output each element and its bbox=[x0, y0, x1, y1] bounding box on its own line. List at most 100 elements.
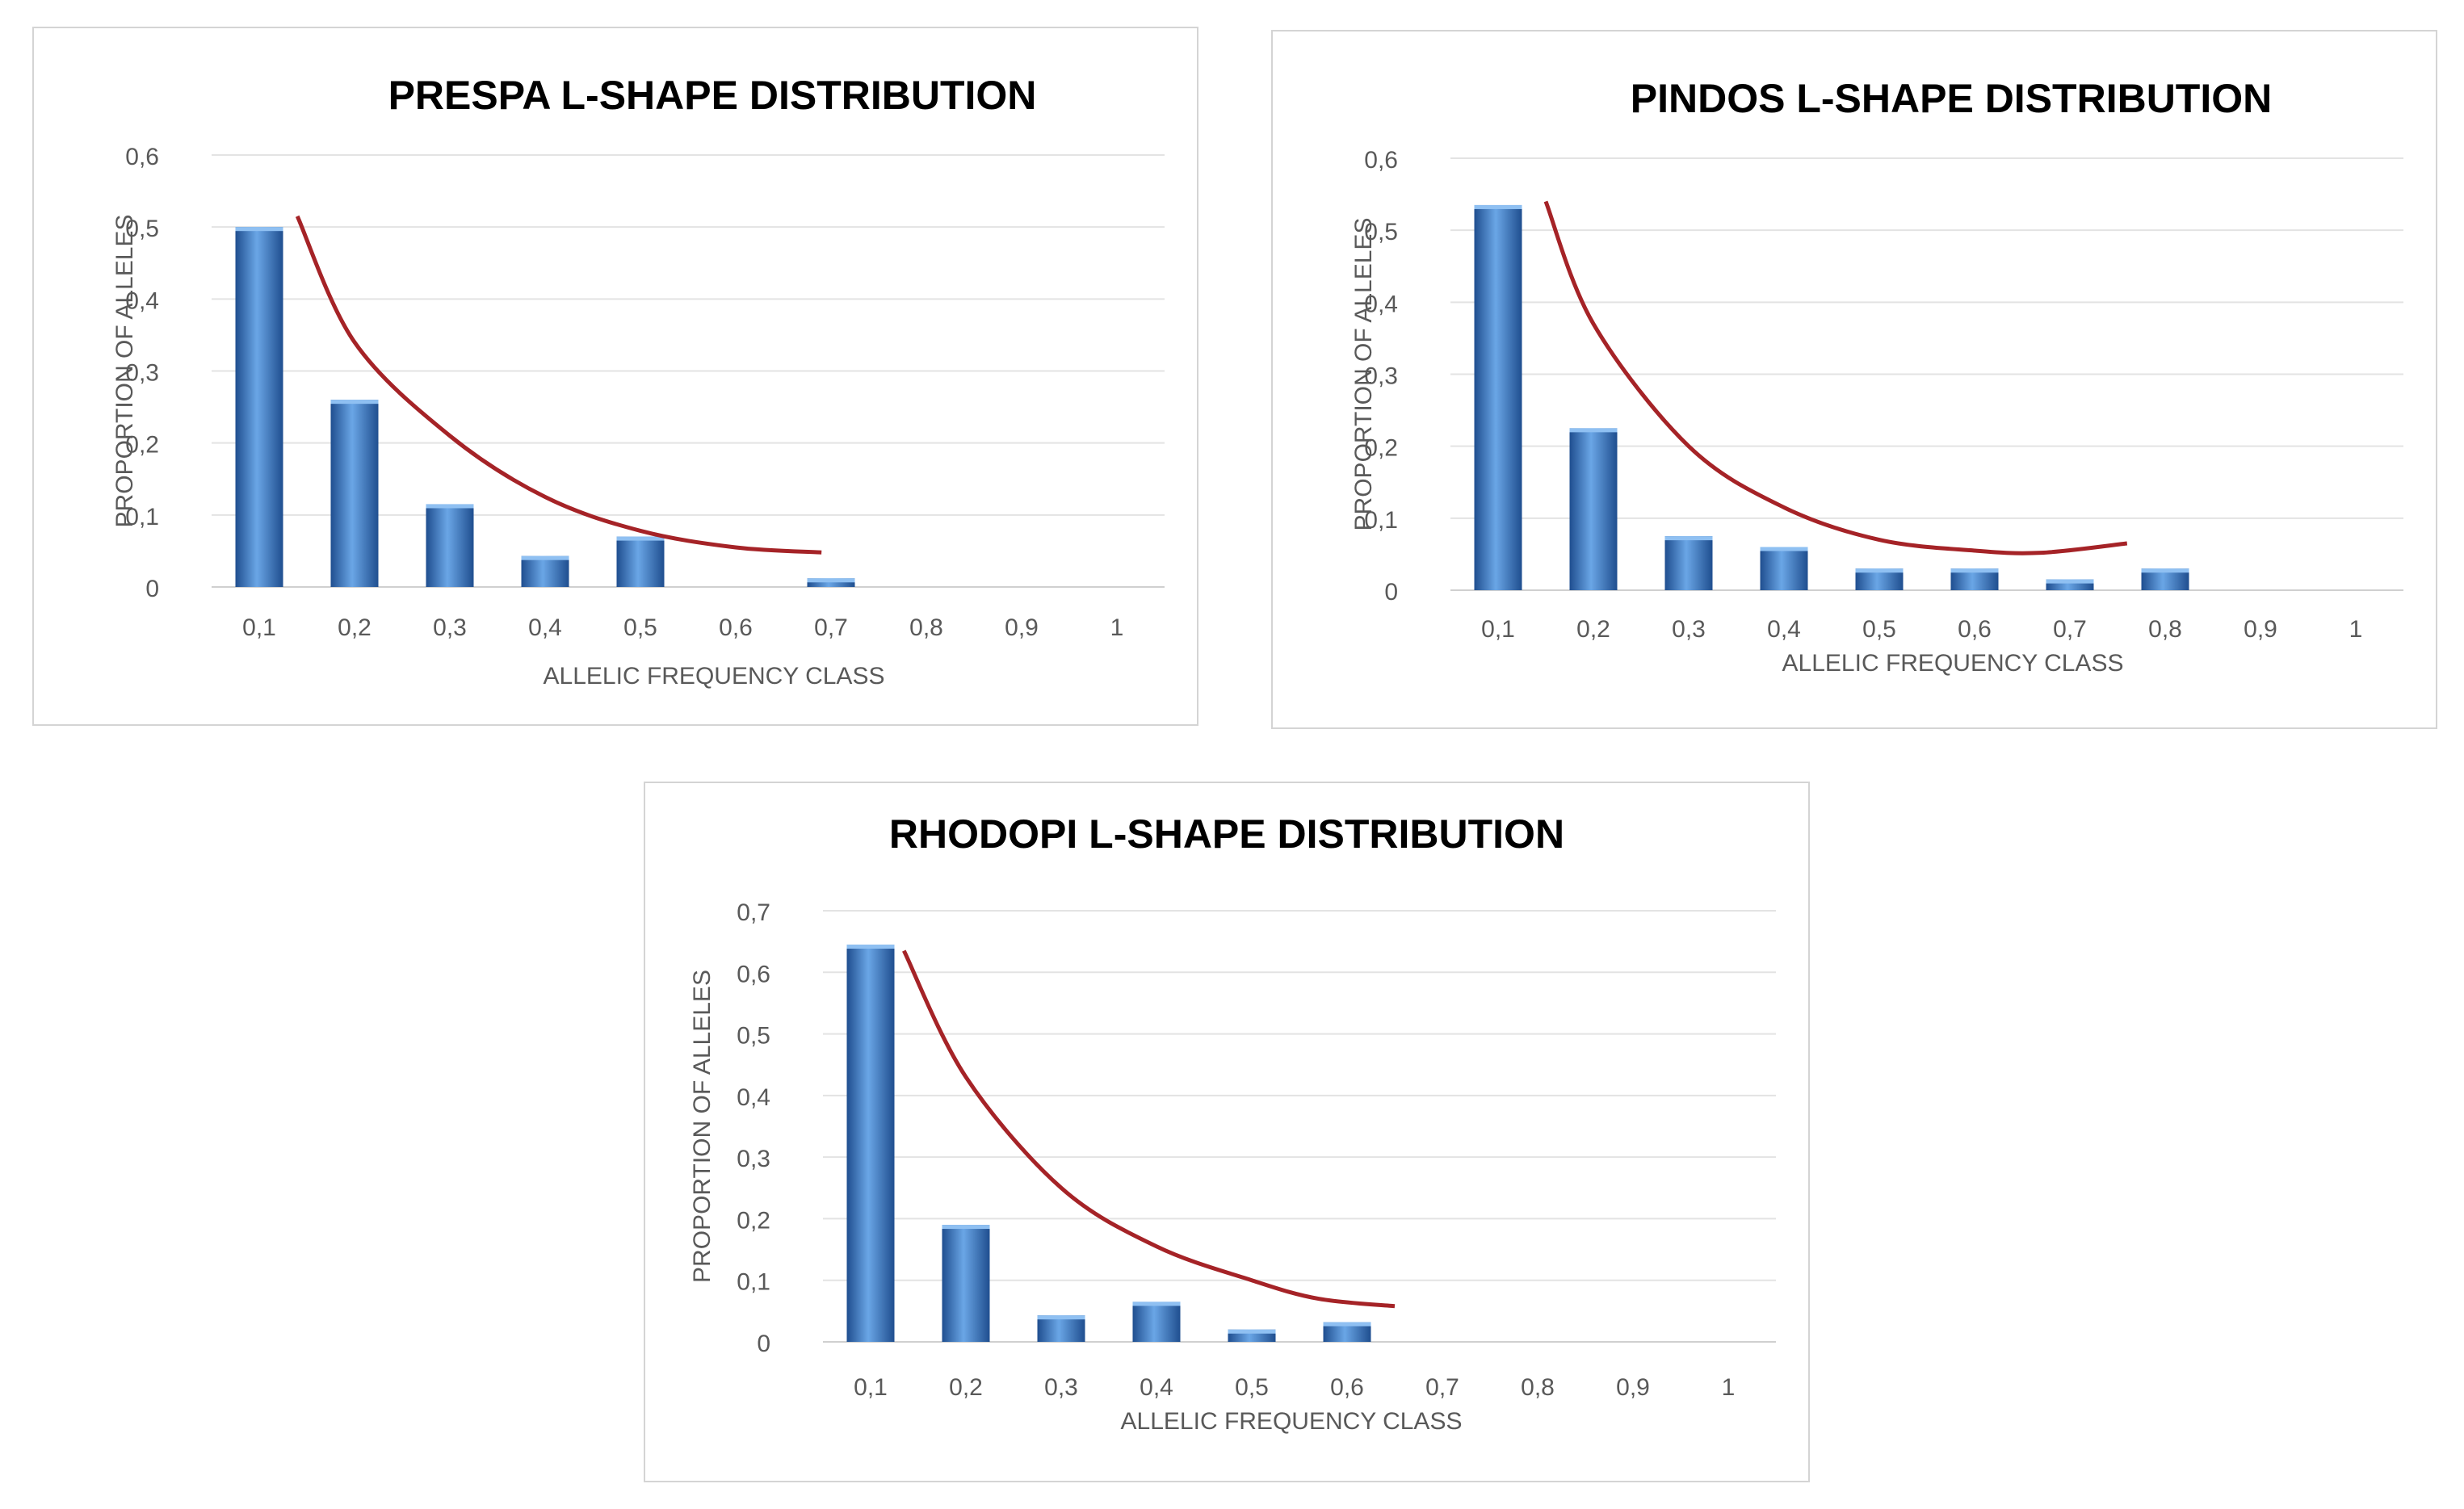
bar-top-highlight bbox=[807, 578, 855, 583]
x-tick-label: 0,7 bbox=[1425, 1374, 1459, 1401]
bar bbox=[1474, 204, 1522, 591]
chart-title: PRESPA L-SHAPE DISTRIBUTION bbox=[388, 73, 1037, 118]
trend-curve bbox=[902, 949, 1396, 1309]
bar bbox=[1664, 536, 1713, 590]
y-tick-label: 0,3 bbox=[1364, 363, 1398, 390]
x-tick-label: 0,5 bbox=[1862, 616, 1896, 643]
y-tick-label: 0,6 bbox=[737, 961, 770, 987]
bar-top-highlight bbox=[1760, 547, 1808, 551]
bar bbox=[1037, 1315, 1085, 1342]
x-tick-label: 0,3 bbox=[1044, 1374, 1078, 1401]
bar-top-highlight bbox=[1323, 1322, 1371, 1327]
bar bbox=[1569, 428, 1618, 590]
y-tick-label: 0,6 bbox=[1364, 147, 1398, 174]
pindos-chart-panel: PINDOS L-SHAPE DISTRIBUTION 0 0,1 0,2 0,3 0,4… bbox=[1271, 30, 2437, 729]
chart-title: RHODOPI L-SHAPE DISTRIBUTION bbox=[889, 811, 1564, 857]
bar-top-highlight bbox=[942, 1225, 990, 1230]
x-tick-label: 0,4 bbox=[1140, 1374, 1173, 1401]
x-tick-label: 0,9 bbox=[1616, 1374, 1650, 1401]
x-tick-label: 0,3 bbox=[433, 614, 467, 641]
x-tick-label: 0,2 bbox=[1576, 616, 1610, 643]
bar bbox=[426, 504, 474, 587]
y-tick-label: 0 bbox=[145, 576, 159, 602]
bar bbox=[235, 227, 283, 587]
bar-top-highlight bbox=[1132, 1302, 1181, 1306]
x-tick-label: 0,8 bbox=[909, 614, 943, 641]
bar bbox=[330, 400, 379, 587]
y-axis-label: PROPORTION OF ALLELES bbox=[111, 215, 138, 528]
x-tick-label: 0,5 bbox=[623, 614, 657, 641]
x-tick-label: 0,9 bbox=[2244, 616, 2277, 643]
y-tick-label: 0,2 bbox=[737, 1207, 770, 1234]
bar-top-highlight bbox=[2046, 579, 2094, 584]
y-tick-label: 0,2 bbox=[125, 432, 159, 459]
rhodopi-chart-panel: RHODOPI L-SHAPE DISTRIBUTION 0 0,1 0,2 0,3 0,… bbox=[644, 782, 1810, 1482]
x-tick-label: 0,8 bbox=[1521, 1374, 1555, 1401]
y-tick-label: 0,4 bbox=[1364, 291, 1398, 317]
y-tick-label: 0,4 bbox=[737, 1084, 770, 1111]
x-tick-label: 0,1 bbox=[854, 1374, 888, 1401]
x-tick-label: 0,9 bbox=[1005, 614, 1039, 641]
bar-top-highlight bbox=[1037, 1315, 1085, 1320]
bar bbox=[846, 944, 895, 1342]
bar-top-highlight bbox=[426, 504, 474, 509]
x-axis-label: ALLELIC FREQUENCY CLASS bbox=[544, 663, 885, 690]
x-tick-label: 0,1 bbox=[1481, 616, 1515, 643]
bar-top-highlight bbox=[2141, 568, 2189, 573]
bar bbox=[1132, 1302, 1181, 1342]
x-tick-label: 0,6 bbox=[719, 614, 753, 641]
x-tick-label: 1 bbox=[2349, 616, 2363, 643]
y-tick-label: 0,1 bbox=[125, 504, 159, 530]
y-axis-label: PROPORTION OF ALLELES bbox=[1350, 218, 1377, 531]
bar-top-highlight bbox=[616, 536, 665, 541]
bar bbox=[1760, 547, 1808, 590]
y-axis-label: PROPORTION OF ALLELES bbox=[689, 970, 716, 1283]
y-tick-label: 0,4 bbox=[125, 287, 159, 314]
y-tick-label: 0,5 bbox=[1364, 219, 1398, 245]
x-tick-label: 0,5 bbox=[1235, 1374, 1269, 1401]
x-tick-label: 0,2 bbox=[338, 614, 371, 641]
bar-top-highlight bbox=[1474, 204, 1522, 209]
bar bbox=[616, 536, 665, 587]
chart-title: PINDOS L-SHAPE DISTRIBUTION bbox=[1631, 76, 2272, 121]
trend-curve bbox=[1543, 200, 2128, 555]
y-tick-label: 0,3 bbox=[737, 1146, 770, 1172]
x-tick-label: 0,7 bbox=[814, 614, 848, 641]
bar-top-highlight bbox=[521, 555, 569, 560]
x-tick-label: 0,6 bbox=[1958, 616, 1992, 643]
y-tick-label: 0,5 bbox=[737, 1023, 770, 1050]
y-tick-label: 0,6 bbox=[125, 144, 159, 170]
pindos-chart: PINDOS L-SHAPE DISTRIBUTION 0 0,1 0,2 0,3 0,4… bbox=[1350, 76, 2403, 677]
y-tick-label: 0,2 bbox=[1364, 435, 1398, 462]
bar-top-highlight bbox=[846, 944, 895, 949]
x-axis-label: ALLELIC FREQUENCY CLASS bbox=[1121, 1408, 1463, 1435]
y-tick-label: 0,1 bbox=[737, 1269, 770, 1296]
bar-top-highlight bbox=[1855, 568, 1904, 573]
bar-top-highlight bbox=[1664, 536, 1713, 541]
x-tick-label: 1 bbox=[1110, 614, 1124, 641]
trend-curve bbox=[295, 215, 822, 555]
bar bbox=[942, 1225, 990, 1342]
bar-top-highlight bbox=[1950, 568, 1999, 573]
x-tick-label: 0,7 bbox=[2053, 616, 2087, 643]
bar-top-highlight bbox=[1228, 1329, 1276, 1334]
y-tick-label: 0,3 bbox=[125, 360, 159, 387]
y-tick-label: 0,7 bbox=[737, 899, 770, 926]
bar-top-highlight bbox=[330, 400, 379, 404]
prespa-chart-panel: PRESPA L-SHAPE DISTRIBUTION 0 0,1 0,2 0,3 0,4… bbox=[32, 27, 1198, 726]
bar bbox=[521, 555, 569, 587]
bar-top-highlight bbox=[1569, 428, 1618, 433]
prespa-chart: PRESPA L-SHAPE DISTRIBUTION 0 0,1 0,2 0,3 0,4… bbox=[111, 73, 1165, 690]
x-tick-label: 0,4 bbox=[1767, 616, 1801, 643]
x-tick-label: 0,6 bbox=[1330, 1374, 1364, 1401]
x-tick-label: 0,1 bbox=[242, 614, 276, 641]
x-tick-label: 1 bbox=[1722, 1374, 1736, 1401]
x-tick-label: 0,2 bbox=[949, 1374, 983, 1401]
x-axis-label: ALLELIC FREQUENCY CLASS bbox=[1782, 650, 2124, 677]
rhodopi-chart: RHODOPI L-SHAPE DISTRIBUTION 0 0,1 0,2 0,3 0,… bbox=[689, 811, 1776, 1435]
y-tick-label: 0,1 bbox=[1364, 507, 1398, 534]
x-tick-label: 0,8 bbox=[2148, 616, 2182, 643]
y-tick-label: 0 bbox=[757, 1331, 770, 1357]
y-tick-label: 0 bbox=[1384, 579, 1398, 606]
x-tick-label: 0,4 bbox=[528, 614, 562, 641]
